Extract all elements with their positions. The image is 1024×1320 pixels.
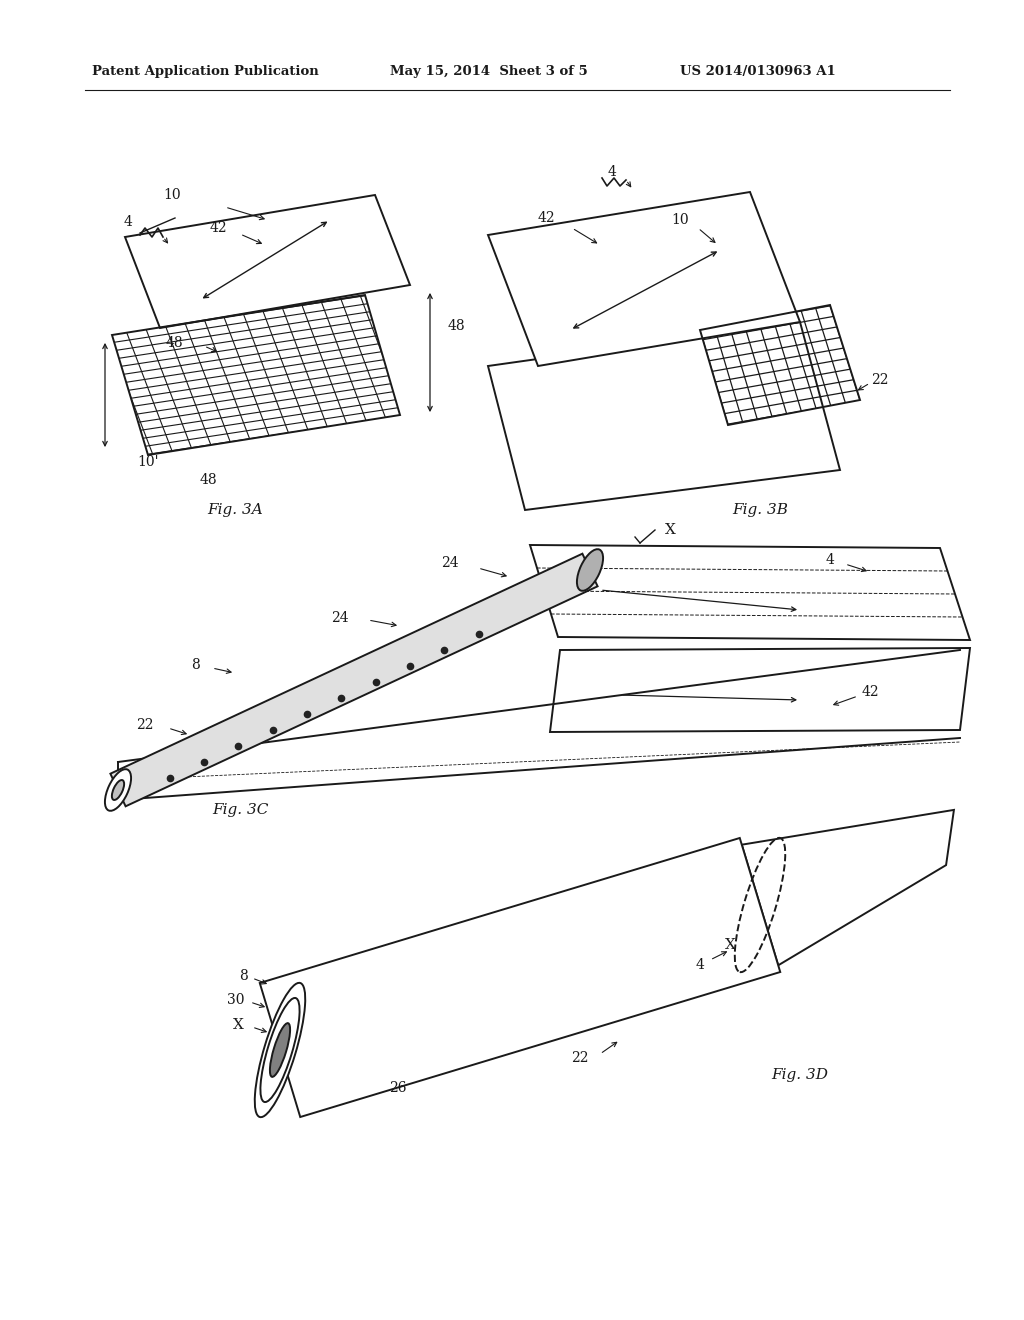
Text: 48: 48 bbox=[200, 473, 217, 487]
Text: 8: 8 bbox=[240, 969, 248, 983]
Text: Fig. 3D: Fig. 3D bbox=[771, 1068, 828, 1082]
Ellipse shape bbox=[577, 549, 603, 591]
Polygon shape bbox=[125, 195, 410, 327]
Text: 42: 42 bbox=[861, 685, 879, 700]
Text: X: X bbox=[725, 939, 735, 952]
Text: Patent Application Publication: Patent Application Publication bbox=[92, 66, 318, 78]
Text: 22: 22 bbox=[136, 718, 154, 733]
Text: Fig. 3B: Fig. 3B bbox=[732, 503, 788, 517]
Ellipse shape bbox=[255, 983, 305, 1117]
Text: Fig. 3A: Fig. 3A bbox=[207, 503, 263, 517]
Text: 10: 10 bbox=[163, 187, 181, 202]
Text: 4: 4 bbox=[695, 958, 705, 972]
Text: 22: 22 bbox=[571, 1051, 589, 1065]
Ellipse shape bbox=[112, 780, 124, 800]
Polygon shape bbox=[488, 322, 840, 510]
Text: 10: 10 bbox=[671, 213, 689, 227]
Text: 4: 4 bbox=[607, 165, 616, 180]
Ellipse shape bbox=[104, 770, 131, 810]
Text: X: X bbox=[233, 1018, 244, 1032]
Text: 8: 8 bbox=[190, 657, 200, 672]
Polygon shape bbox=[550, 648, 970, 733]
Text: 30: 30 bbox=[226, 993, 244, 1007]
Text: 22: 22 bbox=[871, 374, 889, 387]
Text: 42: 42 bbox=[538, 211, 555, 224]
Text: 4: 4 bbox=[825, 553, 835, 568]
Text: 48: 48 bbox=[449, 319, 466, 333]
Text: May 15, 2014  Sheet 3 of 5: May 15, 2014 Sheet 3 of 5 bbox=[390, 66, 588, 78]
Text: X: X bbox=[665, 523, 676, 537]
Polygon shape bbox=[530, 545, 970, 640]
Polygon shape bbox=[700, 305, 860, 425]
Polygon shape bbox=[741, 810, 954, 965]
Text: 48: 48 bbox=[165, 337, 183, 350]
Text: Fig. 3C: Fig. 3C bbox=[212, 803, 268, 817]
Polygon shape bbox=[488, 191, 800, 366]
Text: 24: 24 bbox=[331, 611, 349, 624]
Text: 24: 24 bbox=[441, 556, 459, 570]
Polygon shape bbox=[260, 838, 780, 1117]
Polygon shape bbox=[112, 294, 400, 455]
Text: 4: 4 bbox=[124, 215, 132, 228]
Polygon shape bbox=[111, 553, 598, 807]
Text: US 2014/0130963 A1: US 2014/0130963 A1 bbox=[680, 66, 836, 78]
Text: 42: 42 bbox=[209, 220, 226, 235]
Ellipse shape bbox=[270, 1023, 290, 1077]
Text: 26: 26 bbox=[389, 1081, 407, 1096]
Text: 10': 10' bbox=[137, 455, 159, 469]
